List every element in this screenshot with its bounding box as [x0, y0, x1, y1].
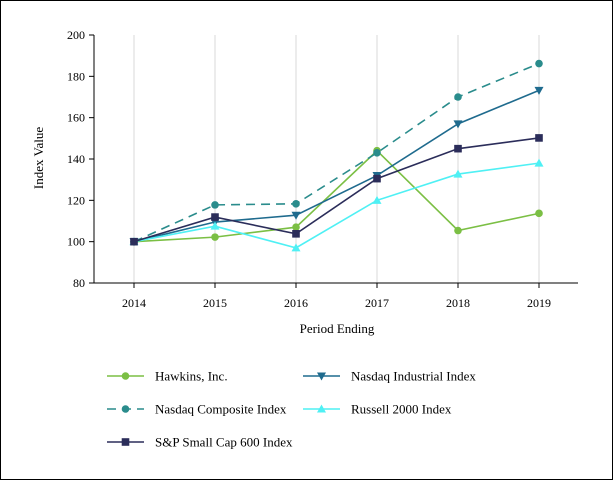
- data-point-nasdaq-composite-index-2017: [373, 149, 381, 157]
- series-nasdaq-industrial-index: [129, 86, 544, 247]
- series-line-russell-2000-index: [133, 162, 540, 249]
- legend-swatch-marker: [121, 405, 130, 413]
- x-tick-label: 2016: [284, 296, 308, 310]
- data-series: [129, 59, 544, 252]
- y-tick-label: 100: [67, 235, 85, 249]
- series-line-hawkins-inc: [133, 149, 540, 243]
- data-point-russell-2000-index-2016: [291, 243, 301, 252]
- data-point-s-p-small-cap-600-index-2014: [130, 237, 138, 246]
- legend-label: Russell 2000 Index: [351, 402, 452, 417]
- data-point-hawkins-inc-2015: [211, 233, 219, 241]
- legend-label: S&P Small Cap 600 Index: [155, 435, 293, 450]
- y-tick-label: 160: [67, 111, 85, 125]
- data-point-hawkins-inc-2018: [454, 226, 462, 235]
- data-point-hawkins-inc-2016: [292, 223, 300, 231]
- data-point-nasdaq-composite-index-2015: [211, 201, 219, 209]
- legend-swatch-marker: [121, 438, 130, 446]
- x-tick-labels: 2014 2015 2016 2017 2018 2019: [122, 283, 551, 310]
- series-russell-2000-index: [129, 158, 544, 252]
- legend-label: Nasdaq Composite Index: [155, 402, 287, 417]
- legend-item-nasdaq-composite-index: Nasdaq Composite Index: [107, 402, 287, 417]
- legend: Hawkins, Inc. Nasdaq Industrial Index Nasd…: [107, 369, 476, 450]
- legend-swatch-marker: [317, 404, 326, 413]
- data-point-russell-2000-index-2017: [372, 195, 382, 204]
- series-s-p-small-cap-600-index: [130, 134, 543, 246]
- data-point-nasdaq-industrial-index-2018: [453, 120, 463, 129]
- y-axis-title: Index Value: [31, 127, 46, 189]
- x-tick-label: 2015: [203, 296, 227, 310]
- data-point-nasdaq-composite-index-2016: [292, 200, 300, 208]
- legend-item-hawkins-inc: Hawkins, Inc.: [107, 369, 228, 384]
- data-point-nasdaq-composite-index-2018: [454, 93, 462, 101]
- y-tick-label: 80: [73, 276, 85, 290]
- data-point-russell-2000-index-2015: [210, 221, 220, 230]
- legend-label: Nasdaq Industrial Index: [351, 369, 476, 384]
- series-line-nasdaq-industrial-index: [133, 89, 540, 243]
- legend-item-s-p-small-cap-600-index: S&P Small Cap 600 Index: [107, 435, 293, 450]
- y-tick-label: 120: [67, 193, 85, 207]
- x-tick-label: 2019: [527, 296, 551, 310]
- data-point-hawkins-inc-2019: [535, 209, 543, 218]
- y-tick-label: 180: [67, 69, 85, 83]
- data-point-s-p-small-cap-600-index-2019: [535, 134, 543, 142]
- data-point-russell-2000-index-2019: [534, 158, 544, 167]
- data-point-nasdaq-industrial-index-2016: [291, 211, 301, 220]
- grid-lines: [133, 35, 540, 283]
- y-tick-labels: 80 100 120 140 160 180 200: [67, 28, 94, 290]
- legend-item-nasdaq-industrial-index: Nasdaq Industrial Index: [303, 369, 476, 384]
- x-tick-label: 2018: [446, 296, 470, 310]
- legend-swatch-marker: [121, 372, 130, 380]
- data-point-nasdaq-industrial-index-2019: [534, 86, 544, 95]
- data-point-s-p-small-cap-600-index-2015: [211, 213, 219, 221]
- x-tick-label: 2014: [122, 296, 146, 310]
- x-axis-title: Period Ending: [300, 321, 375, 336]
- data-point-russell-2000-index-2018: [453, 169, 463, 178]
- series-nasdaq-composite-index: [130, 59, 543, 246]
- series-line-s-p-small-cap-600-index: [133, 137, 540, 243]
- data-point-s-p-small-cap-600-index-2017: [373, 174, 381, 183]
- legend-label: Hawkins, Inc.: [155, 369, 228, 384]
- data-point-nasdaq-composite-index-2019: [535, 59, 543, 68]
- series-line-nasdaq-composite-index: [133, 62, 540, 243]
- axes: [93, 35, 578, 284]
- data-point-s-p-small-cap-600-index-2016: [292, 230, 300, 238]
- legend-item-russell-2000-index: Russell 2000 Index: [303, 402, 452, 417]
- data-point-s-p-small-cap-600-index-2018: [454, 144, 462, 153]
- y-tick-label: 200: [67, 28, 85, 42]
- legend-swatch-marker: [317, 372, 326, 381]
- y-tick-label: 140: [67, 152, 85, 166]
- x-tick-label: 2017: [365, 296, 389, 310]
